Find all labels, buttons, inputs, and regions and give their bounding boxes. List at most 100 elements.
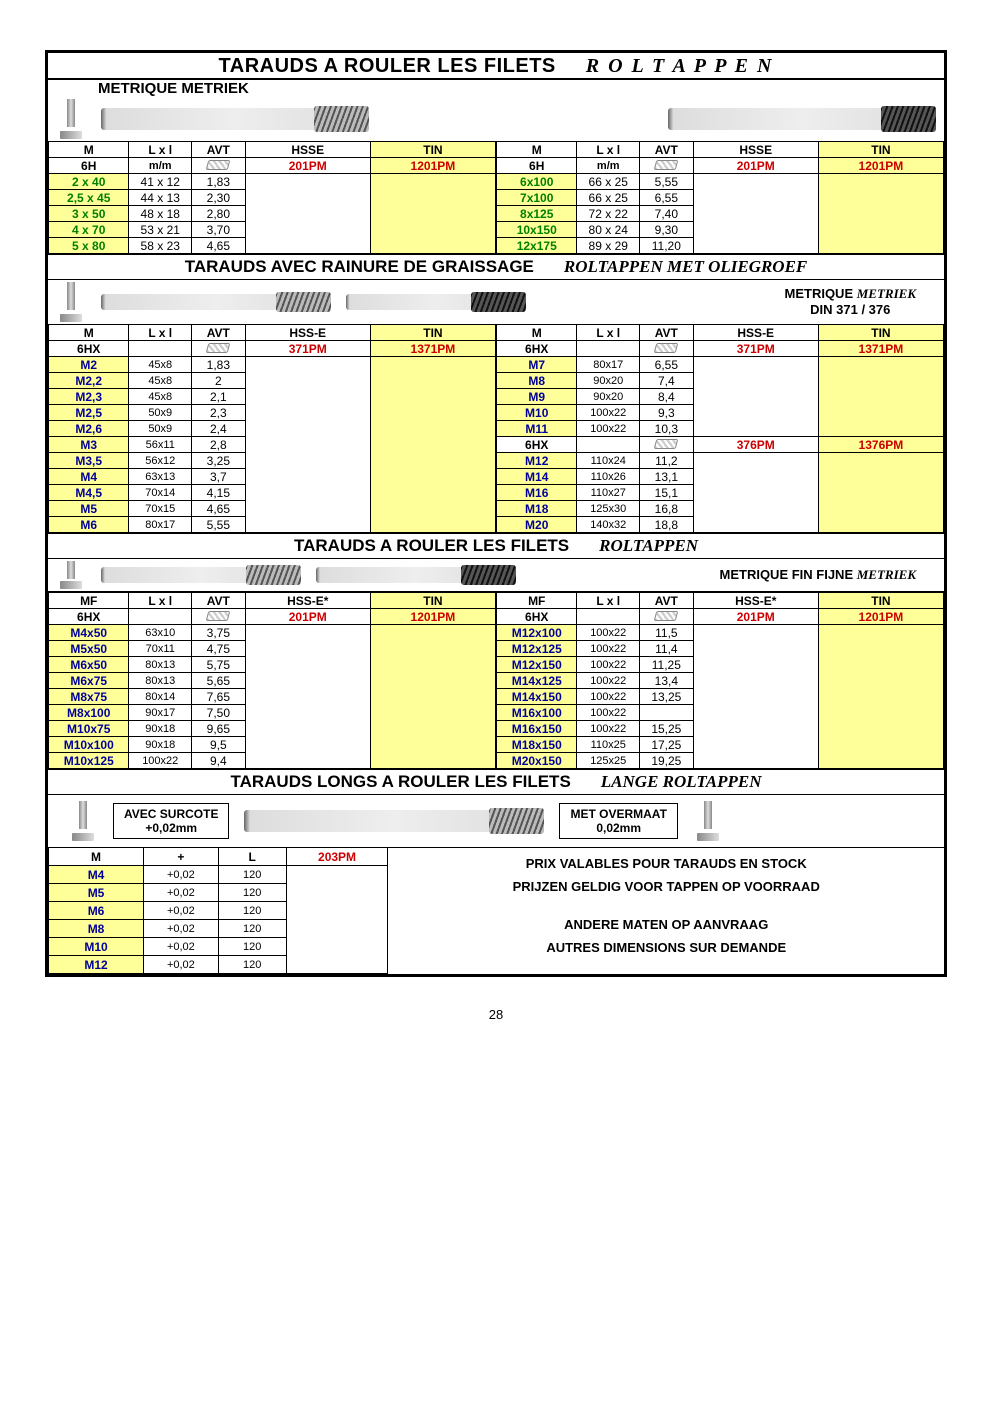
table-cell: 50x9 [129, 405, 192, 421]
diamond-icon [192, 341, 246, 357]
table-cell: 3,7 [192, 469, 246, 485]
thread-gauge-icon [56, 282, 86, 322]
table-cell: M4 [49, 469, 129, 485]
sec1-table-right: M L x l AVT HSSE TIN 6H m/m 201PM 1201PM… [496, 141, 944, 254]
table-cell [245, 174, 370, 254]
table-cell: 72 x 22 [577, 206, 640, 222]
table-cell: M6x50 [49, 657, 129, 673]
table-cell: +0,02 [144, 938, 219, 956]
sub-m: 6H [497, 158, 577, 174]
sub-m: 6HX [497, 341, 577, 357]
table-cell [693, 174, 818, 254]
table-cell: 53 x 21 [129, 222, 192, 238]
sub-hsse: 201PM [693, 609, 818, 625]
table-cell: M5 [49, 501, 129, 517]
table-cell: M10 [49, 938, 144, 956]
table-cell [818, 174, 943, 254]
table-cell: 125x30 [577, 501, 640, 517]
table-cell: M8 [497, 373, 577, 389]
table-cell: 2 [192, 373, 246, 389]
table-cell [577, 437, 640, 453]
col-tin: TIN [818, 142, 943, 158]
table-cell: 1,83 [192, 357, 246, 373]
table-cell: 48 x 18 [129, 206, 192, 222]
table-cell: 120 [218, 902, 286, 920]
sub-m: 6H [49, 158, 129, 174]
table-cell: 56x11 [129, 437, 192, 453]
table-cell: 11,25 [640, 657, 694, 673]
table-cell: 6,55 [640, 190, 694, 206]
table-cell: 4,65 [192, 501, 246, 517]
sec2-title-nl: ROLTAPPEN MET OLIEGROEF [564, 257, 807, 277]
sec4-header: TARAUDS LONGS A ROULER LES FILETS LANGE … [48, 769, 944, 795]
table-cell: 44 x 13 [129, 190, 192, 206]
table-cell: 11,2 [640, 453, 694, 469]
sec3-table-right: MF L x l AVT HSS-E* TIN 6HX 201PM 1201PM… [496, 592, 944, 769]
table-cell: +0,02 [144, 956, 219, 974]
table-cell: +0,02 [144, 866, 219, 884]
table-cell: 19,25 [640, 753, 694, 769]
sec4-notes: PRIX VALABLES POUR TARAUDS EN STOCK PRIJ… [388, 847, 944, 974]
table-cell: 8,4 [640, 389, 694, 405]
table-cell: M16 [497, 485, 577, 501]
table-cell: 63x10 [129, 625, 192, 641]
sub-tin: 1201PM [370, 158, 495, 174]
table-cell: 4,15 [192, 485, 246, 501]
table-cell: M12 [49, 956, 144, 974]
col-tin: TIN [818, 325, 943, 341]
table-cell: 120 [218, 866, 286, 884]
table-cell: 110x27 [577, 485, 640, 501]
table-cell: 70x15 [129, 501, 192, 517]
note-line: ANDERE MATEN OP AANVRAAG [398, 913, 934, 936]
table-cell: 6,55 [640, 357, 694, 373]
col-203pm: 203PM [286, 848, 388, 866]
col-lxl: L x l [577, 593, 640, 609]
table-cell: 11,5 [640, 625, 694, 641]
table-cell: M2,2 [49, 373, 129, 389]
table-cell: 4 x 70 [49, 222, 129, 238]
table-cell: 100x22 [577, 405, 640, 421]
main-title: TARAUDS A ROULER LES FILETS R O L T A P … [48, 53, 944, 80]
table-cell [245, 357, 370, 533]
table-cell [818, 453, 943, 533]
sec2-table-right: M L x l AVT HSS-E TIN 6HX 371PM 1371PM M… [496, 324, 944, 533]
table-cell: M10x125 [49, 753, 129, 769]
table-cell: 2 x 40 [49, 174, 129, 190]
sec1-table-left: M L x l AVT HSSE TIN 6H m/m 201PM 1201PM… [48, 141, 496, 254]
table-cell: M18 [497, 501, 577, 517]
sub-tin: 1371PM [818, 341, 943, 357]
table-cell: 2,80 [192, 206, 246, 222]
col-tin: TIN [370, 142, 495, 158]
col-lxl: L x l [129, 142, 192, 158]
table-cell: 80x13 [129, 673, 192, 689]
table-cell: 80x17 [129, 517, 192, 533]
sec4-box-fr: AVEC SURCOTE+0,02mm [113, 803, 229, 839]
table-cell: 7,65 [192, 689, 246, 705]
table-cell: 13,4 [640, 673, 694, 689]
sec3-right-label: METRIQUE FIN FIJNE METRIEK [720, 567, 917, 583]
sec3-title-fr: TARAUDS A ROULER LES FILETS [294, 536, 569, 556]
sub-lxl [577, 609, 640, 625]
table-cell: M14 [497, 469, 577, 485]
table-cell: 100x22 [577, 641, 640, 657]
table-cell: M3,5 [49, 453, 129, 469]
table-cell: 6HX [497, 437, 577, 453]
table-cell: 18,8 [640, 517, 694, 533]
table-cell: 4,65 [192, 238, 246, 254]
table-cell: +0,02 [144, 920, 219, 938]
sec2-table-left: M L x l AVT HSS-E TIN 6HX 371PM 1371PM M… [48, 324, 496, 533]
table-cell: 9,3 [640, 405, 694, 421]
table-cell [370, 357, 495, 533]
table-cell: 5,65 [192, 673, 246, 689]
table-cell: 2,1 [192, 389, 246, 405]
col-avt: AVT [192, 593, 246, 609]
table-cell: 120 [218, 956, 286, 974]
table-cell: 2,8 [192, 437, 246, 453]
sub-lxl [129, 609, 192, 625]
table-cell: 120 [218, 920, 286, 938]
table-cell: 12x175 [497, 238, 577, 254]
table-cell: M5 [49, 884, 144, 902]
tap-image-dark [668, 108, 936, 130]
table-cell: M10x75 [49, 721, 129, 737]
thread-gauge-icon [693, 801, 723, 841]
